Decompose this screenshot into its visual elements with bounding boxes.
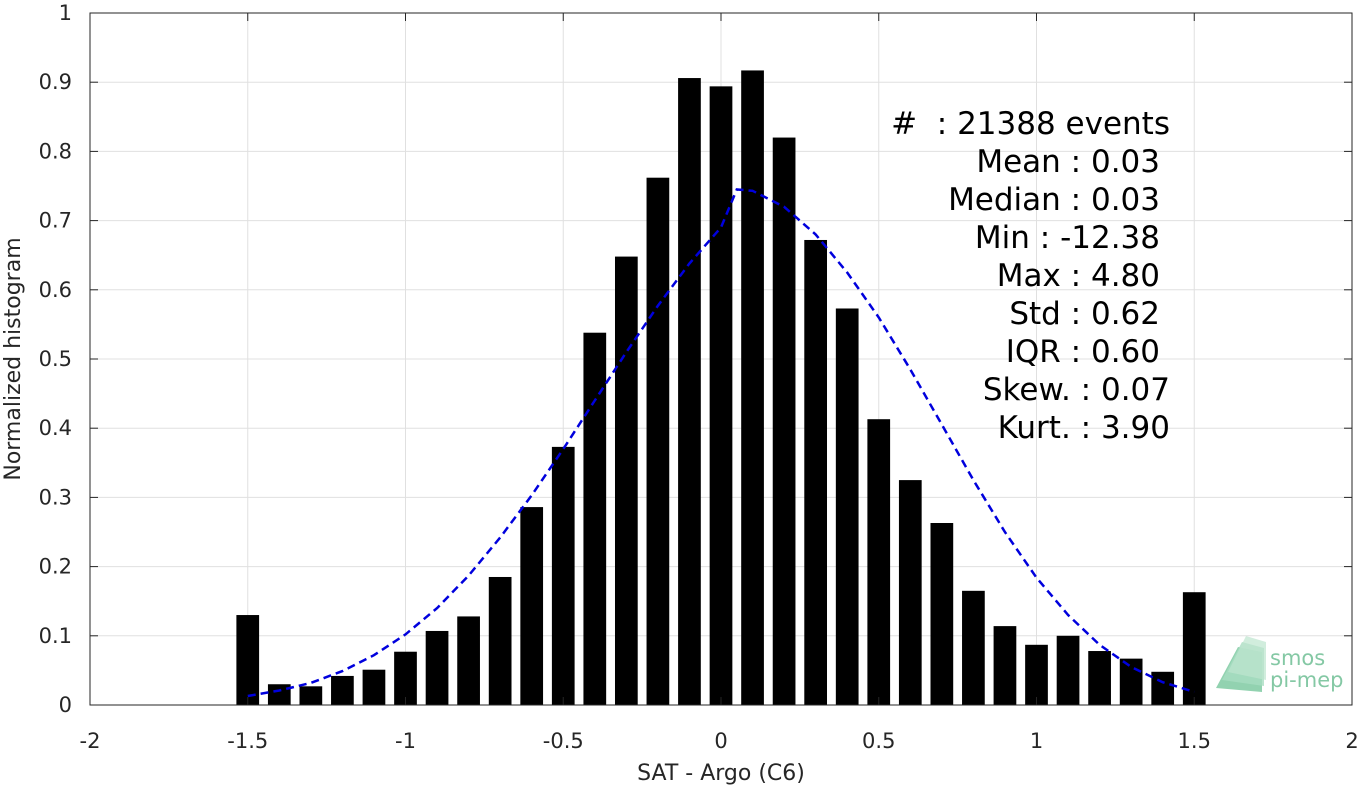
histogram-bar — [898, 480, 922, 705]
histogram-bar — [993, 626, 1017, 705]
histogram-bar — [804, 239, 828, 705]
histogram-bar — [1119, 658, 1143, 705]
y-tick-label: 1 — [59, 1, 72, 25]
x-tick-label: 1 — [1030, 729, 1043, 753]
histogram-bar — [488, 576, 512, 705]
x-tick-label: 0.5 — [862, 729, 895, 753]
logo-text-pi-mep: pi-mep — [1270, 668, 1343, 692]
y-tick-label: 0.2 — [39, 555, 72, 579]
y-tick-label: 0.6 — [39, 278, 72, 302]
y-tick-label: 0.1 — [39, 624, 72, 648]
histogram-bar — [614, 256, 638, 705]
x-tick-label: -1.5 — [227, 729, 268, 753]
histogram-bar — [646, 177, 670, 706]
y-axis-label: Normalized histogram — [1, 237, 26, 480]
histogram-bar — [362, 669, 386, 705]
y-tick-label: 0.3 — [39, 485, 72, 509]
histogram-bar — [425, 630, 449, 705]
histogram-bar — [835, 308, 859, 705]
annotation-line: Max : 4.80 — [997, 258, 1160, 294]
histogram-bar — [1025, 644, 1048, 705]
histogram-bar — [962, 590, 985, 705]
smos-pi-mep-logo: smos pi-mep — [1216, 636, 1343, 692]
histogram-bar — [331, 675, 354, 705]
histogram-bar — [267, 684, 291, 705]
y-tick-label: 0.5 — [39, 347, 72, 371]
histogram-bar — [457, 616, 480, 705]
logo-mark-icon — [1216, 636, 1266, 692]
histogram-bar — [583, 332, 607, 705]
histogram-bar — [394, 651, 417, 705]
annotation-line: Mean : 0.03 — [976, 144, 1160, 180]
y-tick-label: 0.9 — [39, 70, 72, 94]
y-tick-label: 0.4 — [39, 416, 72, 440]
logo-text-smos: smos — [1270, 646, 1325, 670]
y-tick-label: 0.7 — [39, 209, 72, 233]
histogram-bar — [678, 78, 701, 706]
histogram-bar — [551, 446, 575, 705]
histogram-bar — [1182, 592, 1206, 705]
x-tick-label: -1 — [395, 729, 416, 753]
histogram-bar — [520, 507, 544, 705]
histogram-bar — [1088, 651, 1111, 705]
annotation-line: Min : -12.38 — [975, 220, 1160, 256]
annotation-line: # : 21388 events — [891, 106, 1170, 142]
y-tick-label: 0.8 — [39, 139, 72, 163]
histogram-bars — [236, 70, 1206, 706]
x-tick-label: 0 — [714, 729, 727, 753]
histogram-bar — [709, 86, 733, 706]
annotation-line: IQR : 0.60 — [1006, 334, 1160, 370]
x-axis-label: SAT - Argo (C6) — [637, 761, 805, 786]
histogram-bar — [772, 137, 796, 705]
y-tick-label: 0 — [59, 693, 72, 717]
annotation-line: Std : 0.62 — [1009, 296, 1160, 332]
histogram-bar — [1151, 671, 1175, 705]
histogram-bar — [867, 419, 891, 705]
x-tick-label: 2 — [1345, 729, 1358, 753]
histogram-bar — [236, 615, 260, 705]
y-axis-ticks: 0 0.1 0.2 0.3 0.4 0.5 0.6 0.7 0.8 0.9 1 — [39, 1, 1352, 717]
x-tick-label: -0.5 — [543, 729, 584, 753]
x-tick-label: -2 — [80, 729, 101, 753]
annotation-line: Median : 0.03 — [948, 182, 1160, 218]
annotation-line: Kurt. : 3.90 — [998, 410, 1170, 446]
x-axis-ticks: -2 -1.5 -1 -0.5 0 0.5 1 1.5 2 — [80, 13, 1359, 753]
histogram-bar — [299, 686, 323, 705]
normal-fit-curve — [247, 188, 1195, 698]
annotation-line: Skew. : 0.07 — [983, 372, 1170, 408]
histogram-bar — [930, 523, 954, 705]
x-tick-label: 1.5 — [1178, 729, 1211, 753]
histogram-bar — [1056, 635, 1080, 705]
histogram-bar — [741, 70, 764, 706]
